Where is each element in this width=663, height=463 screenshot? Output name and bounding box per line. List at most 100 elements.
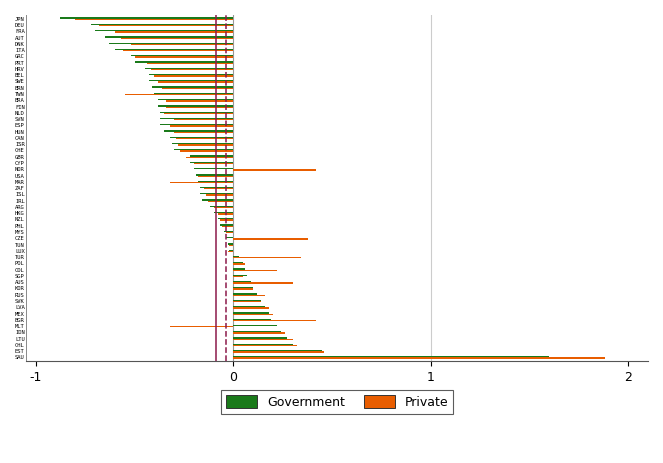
Bar (158, 99, 233, 100)
Bar (233, 331, 281, 332)
Bar (233, 288, 253, 290)
Bar (221, 226, 233, 227)
Bar (233, 262, 243, 263)
Bar (233, 295, 265, 296)
Bar (186, 157, 233, 158)
Bar (190, 162, 233, 163)
Bar (196, 174, 233, 175)
Bar (233, 332, 284, 334)
Bar (123, 50, 233, 51)
Bar (125, 94, 233, 95)
Bar (99, 25, 233, 26)
Bar (233, 338, 292, 340)
Bar (225, 237, 233, 238)
Bar (172, 143, 233, 144)
Bar (233, 344, 292, 345)
Bar (217, 218, 233, 219)
Bar (174, 131, 233, 133)
Bar (154, 75, 233, 76)
Bar (233, 300, 261, 301)
Bar (95, 30, 233, 31)
Bar (229, 244, 233, 246)
Bar (204, 188, 233, 189)
Bar (213, 207, 233, 208)
Bar (194, 163, 233, 164)
Bar (233, 263, 245, 265)
Bar (176, 138, 233, 139)
Bar (233, 325, 277, 326)
Bar (170, 326, 233, 327)
Bar (233, 257, 300, 258)
Bar (210, 206, 233, 207)
Bar (166, 100, 233, 101)
Bar (233, 276, 243, 277)
Bar (164, 113, 233, 114)
Bar (219, 225, 233, 226)
Bar (229, 250, 233, 251)
Bar (233, 357, 605, 359)
Bar (233, 307, 269, 309)
Bar (160, 118, 233, 119)
Bar (135, 56, 233, 58)
Bar (180, 150, 233, 152)
Bar (213, 212, 233, 213)
Bar (149, 80, 233, 81)
Bar (219, 219, 233, 221)
Bar (200, 187, 233, 188)
Bar (121, 38, 233, 39)
Bar (233, 320, 316, 321)
Bar (198, 181, 233, 182)
Bar (233, 319, 271, 320)
Bar (105, 36, 233, 38)
Bar (233, 238, 308, 240)
Bar (233, 256, 239, 257)
Bar (233, 294, 257, 295)
Bar (208, 200, 233, 202)
Bar (233, 301, 261, 302)
Bar (152, 87, 233, 88)
Bar (115, 31, 233, 32)
Bar (200, 193, 233, 194)
Legend: Government, Private: Government, Private (221, 390, 453, 414)
Bar (174, 149, 233, 150)
Bar (154, 93, 233, 94)
Bar (227, 243, 233, 244)
Bar (190, 156, 233, 157)
Bar (149, 74, 233, 75)
Bar (194, 168, 233, 169)
Bar (233, 351, 324, 352)
Bar (233, 275, 247, 276)
Bar (170, 125, 233, 127)
Bar (158, 81, 233, 83)
Bar (131, 55, 233, 56)
Bar (233, 281, 251, 282)
Bar (170, 182, 233, 183)
Bar (162, 88, 233, 89)
Bar (233, 313, 273, 315)
Bar (233, 312, 269, 313)
Bar (131, 44, 233, 45)
Bar (233, 269, 277, 271)
Bar (160, 124, 233, 125)
Bar (174, 119, 233, 120)
Bar (60, 18, 233, 19)
Bar (233, 282, 292, 283)
Bar (227, 251, 233, 252)
Bar (233, 345, 296, 346)
Bar (233, 350, 322, 351)
Bar (225, 232, 233, 233)
Bar (109, 43, 233, 44)
Bar (145, 68, 233, 69)
Bar (206, 194, 233, 196)
Bar (76, 19, 233, 20)
Bar (198, 175, 233, 177)
Bar (151, 69, 233, 70)
Bar (233, 306, 265, 307)
Bar (233, 356, 549, 357)
Bar (91, 24, 233, 25)
Bar (223, 231, 233, 232)
Bar (217, 213, 233, 214)
Bar (160, 112, 233, 113)
Bar (147, 63, 233, 64)
Bar (178, 144, 233, 145)
